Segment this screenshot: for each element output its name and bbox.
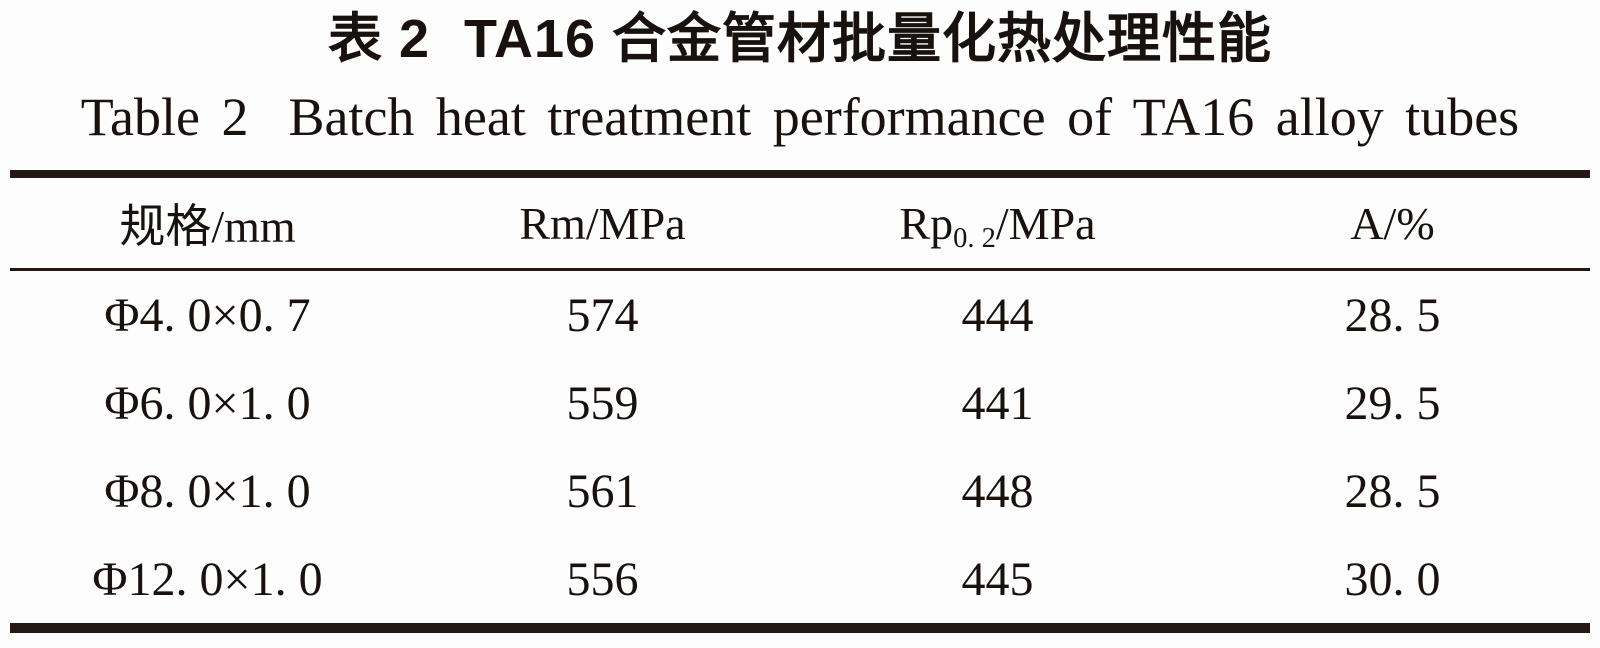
- cell-rp02: 444: [961, 288, 1034, 342]
- header-rm: Rm/MPa: [519, 197, 686, 249]
- table-row: Φ4. 0×0. 7 574 444 28. 5: [10, 271, 1590, 359]
- cell-rp02: 448: [961, 464, 1034, 518]
- data-table: 规格/mm Rm/MPa Rp0. 2/MPa A/% Φ4. 0×0. 7 5…: [10, 170, 1590, 633]
- header-rp02-subscript: 0. 2: [953, 222, 996, 254]
- cell-spec: Φ8. 0×1. 0: [104, 464, 311, 518]
- caption-english: Table 2 Batch heat treatment performance …: [0, 86, 1600, 148]
- caption-english-title: Batch heat treatment performance of TA16…: [288, 87, 1520, 147]
- cell-rm: 559: [566, 376, 639, 430]
- header-rp02: Rp0. 2/MPa: [800, 197, 1195, 254]
- cell-elongation: 29. 5: [1344, 376, 1441, 430]
- cell-rp02: 445: [961, 552, 1034, 606]
- table-row: Φ12. 0×1. 0 556 445 30. 0: [10, 535, 1590, 623]
- header-rp02-suffix: /MPa: [995, 197, 1096, 249]
- paper-table-figure: 表 2 TA16 合金管材批量化热处理性能 Table 2 Batch heat t…: [0, 4, 1600, 648]
- cell-elongation: 28. 5: [1344, 288, 1441, 342]
- cell-rp02: 441: [961, 376, 1034, 430]
- caption-chinese: 表 2 TA16 合金管材批量化热处理性能: [0, 4, 1600, 74]
- caption-chinese-label: 表 2: [327, 9, 430, 69]
- caption-chinese-title: TA16 合金管材批量化热处理性能: [464, 9, 1273, 69]
- cell-spec: Φ12. 0×1. 0: [92, 552, 323, 606]
- table-row: Φ8. 0×1. 0 561 448 28. 5: [10, 447, 1590, 535]
- header-spec: 规格/mm: [119, 201, 296, 252]
- caption-english-label: Table 2: [80, 87, 249, 147]
- cell-spec: Φ6. 0×1. 0: [104, 376, 311, 430]
- header-rp02-prefix: Rp: [899, 197, 954, 249]
- header-elongation: A/%: [1350, 197, 1435, 249]
- cell-elongation: 28. 5: [1344, 464, 1441, 518]
- cell-elongation: 30. 0: [1344, 552, 1441, 606]
- table-row: Φ6. 0×1. 0 559 441 29. 5: [10, 359, 1590, 447]
- cell-rm: 561: [566, 464, 639, 518]
- cell-spec: Φ4. 0×0. 7: [104, 288, 311, 342]
- cell-rm: 556: [566, 552, 639, 606]
- cell-rm: 574: [566, 288, 639, 342]
- table-header-row: 规格/mm Rm/MPa Rp0. 2/MPa A/%: [10, 178, 1590, 271]
